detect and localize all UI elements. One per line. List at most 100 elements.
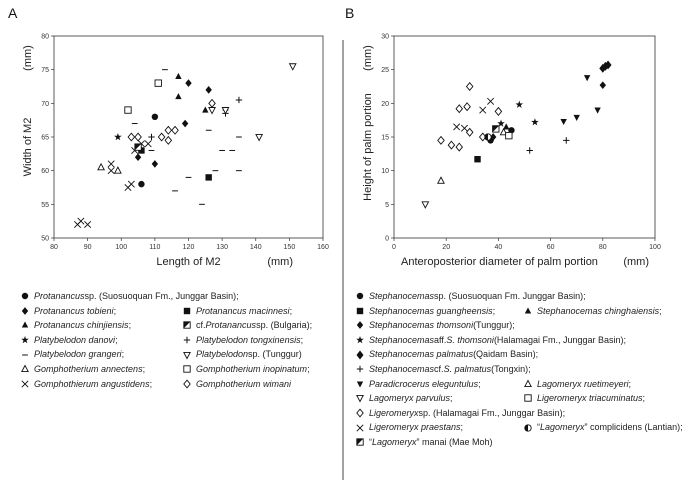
legend-a-item: Protanancus tobieni;	[20, 304, 182, 319]
b-x-tick-label: 80	[599, 244, 607, 251]
legend-b-text: Lagomeryx	[372, 436, 417, 447]
legend-b-text: Stephanocemas	[369, 291, 435, 301]
chart-b: 0 20 40 60 80 100 0 5 10 15 20 25 30 Anteroposterior …	[362, 34, 661, 269]
b-data-point	[455, 142, 464, 152]
legend-a-text: ;	[289, 305, 293, 316]
legend-a-row: Protanancus sp. (Suosuoquan Fm., Junggar…	[20, 289, 312, 304]
legend-b-text: “	[537, 422, 540, 433]
legend-a-text: Protanancus macinnesi	[196, 305, 290, 316]
legend-b-text: S. thomsoni	[446, 334, 494, 345]
b-data-point	[573, 114, 580, 121]
legend-b-marker-shape	[356, 366, 364, 373]
a-y-axis-unit: (mm)	[22, 45, 34, 71]
legend-b-marker-shape	[356, 381, 364, 388]
b-y-tick-label: 0	[385, 236, 389, 243]
b-series	[503, 123, 510, 130]
legend-b-marker-shape	[356, 395, 364, 403]
legend-b-marker-shape	[524, 307, 532, 314]
b-y-tick-label: 30	[381, 34, 389, 41]
legend-b-marker-shape	[356, 293, 364, 300]
a-data-point	[107, 160, 115, 168]
legend-a-item: cf. Protanancus sp. (Bulgaria);	[182, 318, 312, 333]
a-x-tick-label: 150	[284, 244, 296, 251]
a-data-point	[107, 167, 115, 175]
legend-a-item: Platybelodon sp. (Tunggur)	[182, 347, 302, 362]
a-y-tick-label: 65	[41, 135, 49, 142]
legend-a-row: Platybelodon danovi; Platybelodon tongxin…	[20, 333, 312, 348]
legend-a-item: Protanancus chinjiensis;	[20, 318, 182, 333]
legend-b-text: ;	[642, 393, 646, 404]
legend-a-item: Platybelodon grangeri;	[20, 347, 182, 362]
a-data-point	[113, 166, 122, 174]
a-data-point	[288, 63, 297, 71]
legend-a-marker-icon	[183, 307, 191, 315]
legend-a-text: ;	[121, 349, 125, 360]
a-x-axis-unit: (mm)	[267, 256, 293, 268]
legend-a-row: Gomphothierum angustidens; Gomphotherium …	[20, 377, 312, 392]
a-series	[127, 98, 216, 145]
legend-b-row: Lagomeryx parvulus; Ligeromeryx triacumin…	[355, 391, 683, 406]
legend-a-row: Protanancus chinjiensis; cf. Protanancus …	[20, 318, 312, 333]
b-data-point	[465, 81, 474, 92]
legend-b-text: Ligeromeryx triacuminatus	[537, 393, 643, 404]
b-data-point	[601, 61, 609, 71]
legend-b-item: Ligeromeryx sp. (Halamagai Fm., Junggar …	[355, 406, 565, 421]
legend-b-text: Stephanocemas	[369, 363, 435, 374]
legend-b-marker-icon	[524, 379, 532, 387]
legend-b-text: ;	[460, 422, 464, 433]
legend-a-item: Platybelodon danovi;	[20, 333, 182, 348]
legend-a-text: ;	[300, 334, 304, 345]
legend-a-marker-icon	[183, 365, 191, 373]
legend-b-text: ;	[450, 393, 453, 404]
b-series	[599, 60, 612, 73]
legend-b-marker-icon	[524, 394, 532, 403]
a-data-point	[134, 153, 142, 162]
b-data-point	[526, 147, 533, 154]
legend-b-item: Lagomeryx ruetimeyeri;	[523, 377, 631, 392]
legend-a-text: sp. (Suosuoquan Fm., Junggar Basin);	[84, 291, 239, 301]
legend-b-text: (Tongxin);	[491, 363, 531, 374]
legend-a-marker-icon	[21, 364, 29, 373]
b-data-point	[455, 104, 464, 114]
b-data-point	[497, 119, 505, 127]
legend-b-marker-shape	[524, 394, 532, 403]
legend-b-text: (Tunggur);	[473, 320, 515, 331]
a-series	[134, 79, 212, 168]
legend-a-marker-icon	[21, 380, 29, 388]
legend-b: Stephanocemas sp. (Suosuoquan Fm. Jungga…	[355, 289, 683, 450]
b-y-tick-label: 5	[385, 202, 389, 209]
legend-a-text: Protanancus chinjiensis	[34, 320, 129, 331]
legend-a-marker-icon	[183, 351, 191, 360]
legend-b-row: Stephanocemas aff. S. thomsoni (Halamaga…	[355, 333, 683, 348]
legend-b-text: “	[369, 436, 372, 447]
legend-b-text: Lagomeryx	[540, 422, 585, 433]
b-data-point	[515, 100, 524, 108]
a-data-point	[175, 93, 182, 100]
b-series	[421, 201, 430, 209]
legend-b-item: Stephanocemas palmatus (Qaidam Basin);	[355, 347, 538, 362]
a-data-point	[185, 79, 192, 87]
b-data-point	[505, 132, 513, 140]
legend-b-marker-shape	[356, 321, 364, 330]
legend-a-marker-icon	[22, 354, 28, 356]
legend-a-text: Protanancus tobieni	[34, 305, 114, 316]
legend-b-text: Ligeromeryx	[369, 407, 419, 418]
b-series	[437, 127, 508, 184]
legend-b-marker-shape	[524, 379, 532, 387]
legend-a-item: Gomphotherium inopinatum;	[182, 362, 310, 377]
legend-a-marker-shape	[183, 321, 191, 330]
b-series	[505, 132, 513, 140]
legend-b-item: Stephanocemas guangheensis;	[355, 304, 523, 319]
legend-a-text: Gomphotherium annectens	[34, 363, 143, 374]
a-y-tick-label: 75	[41, 67, 49, 74]
b-data-point	[494, 106, 503, 116]
b-data-point	[453, 123, 461, 131]
b-y-tick-label: 15	[381, 135, 389, 142]
a-y-tick-label: 80	[41, 34, 49, 41]
b-data-point	[599, 81, 606, 89]
legend-b-text: ;	[659, 305, 662, 316]
legend-b-row: Ligeromeryx sp. (Halamagai Fm., Junggar …	[355, 406, 683, 421]
legend-a-item: Gomphotherium wimani	[182, 377, 291, 392]
a-data-point	[255, 133, 264, 142]
b-data-point	[447, 140, 456, 150]
